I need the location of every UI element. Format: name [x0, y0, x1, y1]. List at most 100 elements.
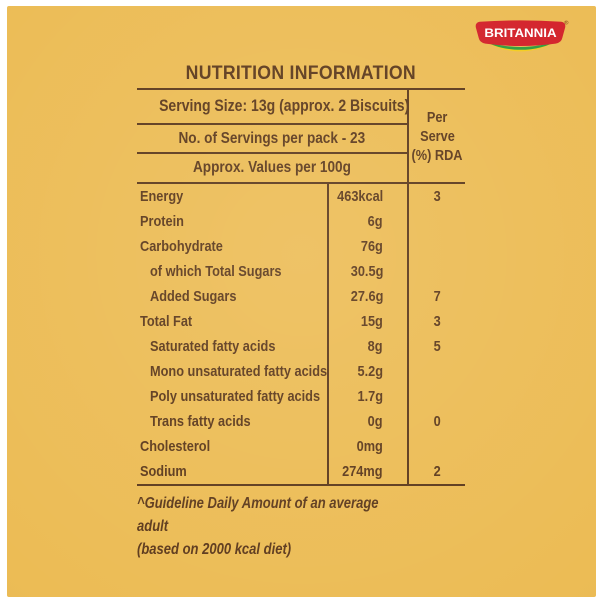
logo-green-swoosh: [482, 39, 559, 50]
nutrient-value-cell: 1.7g: [327, 384, 407, 409]
nutrient-row: Protein 6g: [137, 209, 465, 234]
nutrient-value: 15g: [361, 313, 383, 330]
nutrient-row: Total Fat 15g 3: [137, 309, 465, 334]
nutrient-row: Sodium 274mg 2: [137, 459, 465, 484]
nutrition-table: Serving Size: 13g (approx. 2 Biscuits) N…: [137, 88, 465, 486]
nutrient-name-cell: Poly unsaturated fatty acids: [137, 384, 327, 409]
nutrient-row: Carbohydrate 76g: [137, 234, 465, 259]
nutrient-name-cell: Protein: [137, 209, 327, 234]
nutrient-rda: 2: [433, 463, 441, 480]
nutrient-value: 1.7g: [357, 388, 383, 405]
table-header: Serving Size: 13g (approx. 2 Biscuits) N…: [137, 90, 465, 184]
per-serve-rda-header: Per Serve (%) RDA: [407, 90, 465, 182]
nutrient-rda-cell: 5: [407, 334, 465, 359]
logo-red-banner: [475, 20, 566, 46]
nutrient-row: Saturated fatty acids 8g 5: [137, 334, 465, 359]
footnote-line-2-text: (based on 2000 kcal diet): [137, 541, 292, 558]
servings-per-pack-row: No. of Servings per pack - 23: [137, 125, 407, 154]
nutrient-rda-cell: [407, 259, 465, 284]
nutrient-name: Sodium: [140, 463, 187, 480]
nutrient-value: 76g: [361, 238, 383, 255]
nutrient-value: 274mg: [342, 463, 383, 480]
registered-trademark-icon: ®: [564, 20, 569, 27]
britannia-logo-graphic: BRITANNIA ®: [475, 20, 569, 52]
nutrient-value: 5.2g: [357, 363, 383, 380]
footnote-line-1: ^Guideline Daily Amount of an average ad…: [137, 492, 465, 538]
nutrient-name-cell: Cholesterol: [137, 434, 327, 459]
nutrient-value-cell: 5.2g: [327, 359, 407, 384]
nutrient-name: Carbohydrate: [140, 238, 223, 255]
serving-size-row: Serving Size: 13g (approx. 2 Biscuits): [137, 90, 410, 125]
nutrient-value-cell: 8g: [327, 334, 407, 359]
nutrient-row: Trans fatty acids 0g 0: [137, 409, 465, 434]
nutrient-rda-cell: 7: [407, 284, 465, 309]
britannia-logo: BRITANNIA ®: [473, 20, 569, 53]
nutrient-name: Total Fat: [140, 313, 193, 330]
nutrient-name-cell: Trans fatty acids: [137, 409, 327, 434]
nutrient-name: Poly unsaturated fatty acids: [150, 388, 321, 405]
nutrient-value-cell: 6g: [327, 209, 407, 234]
per-serve-line-3: (%) RDA: [411, 146, 463, 164]
nutrient-value-cell: 0mg: [327, 434, 407, 459]
nutrient-value: 0g: [368, 413, 383, 430]
nutrient-name-cell: Sodium: [137, 459, 327, 484]
nutrient-rda-cell: 0: [407, 409, 465, 434]
per-serve-line-1: Per: [426, 108, 448, 126]
nutrient-name-cell: Energy: [137, 184, 327, 209]
nutrient-value: 8g: [368, 338, 383, 355]
table-header-left: Serving Size: 13g (approx. 2 Biscuits) N…: [137, 90, 410, 182]
nutrient-rda-cell: 3: [407, 309, 465, 334]
footnote-line-2: (based on 2000 kcal diet): [137, 538, 465, 561]
servings-per-pack-text: No. of Servings per pack - 23: [178, 130, 366, 147]
nutrient-rda-cell: [407, 434, 465, 459]
nutrient-value: 0mg: [356, 438, 383, 455]
nutrient-row: of which Total Sugars 30.5g: [137, 259, 465, 284]
nutrient-name: Protein: [140, 213, 184, 230]
logo-yellow-swoosh: [486, 41, 555, 52]
nutrient-name: Added Sugars: [150, 288, 237, 305]
nutrient-value-cell: 30.5g: [327, 259, 407, 284]
nutrient-name-cell: Added Sugars: [137, 284, 327, 309]
nutrient-name: of which Total Sugars: [150, 263, 282, 280]
nutrition-title-text: NUTRITION INFORMATION: [185, 63, 417, 84]
values-basis-text: Approx. Values per 100g: [193, 159, 351, 176]
nutrient-row: Poly unsaturated fatty acids 1.7g: [137, 384, 465, 409]
per-serve-line-2: Serve: [419, 127, 455, 145]
nutrient-row: Added Sugars 27.6g 7: [137, 284, 465, 309]
nutrient-rda-cell: [407, 384, 465, 409]
nutrient-value-cell: 274mg: [327, 459, 407, 484]
nutrient-rda-cell: [407, 359, 465, 384]
nutrient-value-cell: 27.6g: [327, 284, 407, 309]
nutrient-name-cell: of which Total Sugars: [137, 259, 327, 284]
nutrient-rda-cell: 3: [407, 184, 465, 209]
nutrient-row: Energy 463kcal 3: [137, 184, 465, 209]
nutrient-value-cell: 463kcal: [327, 184, 407, 209]
nutrient-rda-cell: [407, 234, 465, 259]
nutrient-value-cell: 76g: [327, 234, 407, 259]
brand-name: BRITANNIA: [484, 26, 557, 40]
nutrition-label-card: BRITANNIA ® NUTRITION INFORMATION Servin…: [7, 6, 596, 597]
nutrient-name: Cholesterol: [140, 438, 211, 455]
values-basis-row: Approx. Values per 100g: [137, 154, 407, 182]
nutrient-rda: 3: [433, 188, 441, 205]
nutrient-name-cell: Carbohydrate: [137, 234, 327, 259]
nutrient-rda-cell: [407, 209, 465, 234]
nutrient-value: 6g: [368, 213, 383, 230]
nutrient-row: Mono unsaturated fatty acids 5.2g: [137, 359, 465, 384]
nutrient-rda: 3: [433, 313, 441, 330]
nutrient-rda: 7: [433, 288, 441, 305]
table-body: Energy 463kcal 3 Protein 6g Carbohydrate…: [137, 184, 465, 484]
nutrient-rda-cell: 2: [407, 459, 465, 484]
nutrient-value-cell: 15g: [327, 309, 407, 334]
footnote-line-1-text: ^Guideline Daily Amount of an average ad…: [137, 495, 379, 535]
nutrient-value: 30.5g: [350, 263, 383, 280]
nutrition-title: NUTRITION INFORMATION: [137, 62, 465, 86]
nutrient-name-cell: Total Fat: [137, 309, 327, 334]
nutrient-value: 463kcal: [337, 188, 384, 205]
nutrient-value-cell: 0g: [327, 409, 407, 434]
nutrient-value: 27.6g: [350, 288, 383, 305]
nutrient-row: Cholesterol 0mg: [137, 434, 465, 459]
serving-size-text: Serving Size: 13g (approx. 2 Biscuits): [159, 97, 410, 115]
nutrition-panel: NUTRITION INFORMATION Serving Size: 13g …: [137, 62, 465, 561]
